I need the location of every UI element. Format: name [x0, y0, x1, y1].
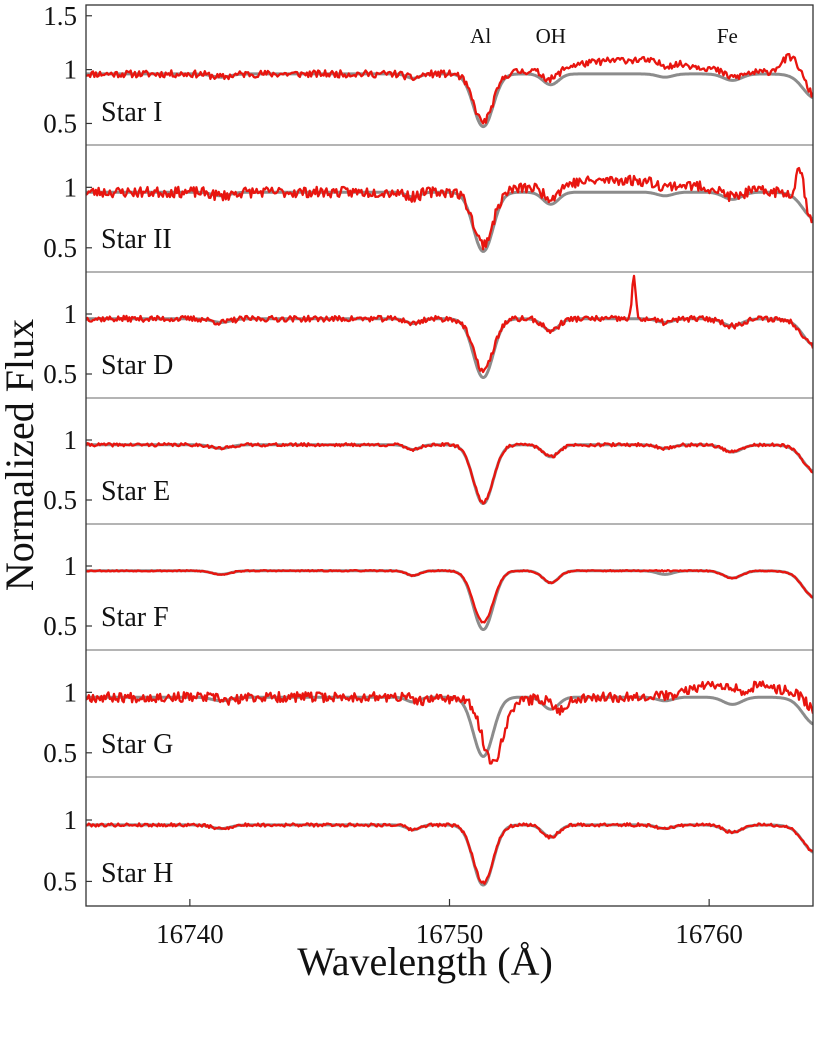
model-spectrum-star-i [86, 72, 813, 129]
plot-frame [85, 4, 814, 907]
plot-area: 1.5 1 0.5 Star I 1 0.5 Star II 1 0.5 Star D 1 0.5 St… [43, 1, 814, 949]
y-tick-label: 1 [64, 805, 78, 835]
observed-spectrum-star-e [86, 442, 813, 505]
observed-spectrum-star-d [86, 274, 813, 374]
x-axis-title: Wavelength (Å) [297, 939, 553, 984]
model-spectrum-star-g [86, 695, 813, 758]
panel-star-d: 1 0.5 Star D [43, 271, 813, 389]
star-label-star-d: Star D [101, 350, 173, 381]
star-label-star-h: Star H [101, 858, 173, 889]
al-line-label: Al [470, 24, 491, 48]
model-spectrum-star-f [86, 569, 813, 631]
y-tick-label: 0.5 [43, 866, 77, 896]
panel-star-h: 1 0.5 Star H [43, 776, 813, 896]
panel-star-i: 1.5 1 0.5 Star I [43, 1, 813, 138]
y-tick-label: 1 [64, 677, 78, 707]
model-spectrum-star-d [86, 317, 813, 379]
panel-star-e: 1 0.5 Star E [43, 397, 813, 515]
panel-star-f: 1 0.5 Star F [43, 523, 813, 641]
y-tick-label: 0.5 [43, 359, 77, 389]
y-tick-label: 1 [64, 551, 78, 581]
y-tick-label: 1 [64, 299, 78, 329]
y-tick-label: 0.5 [43, 485, 77, 515]
model-spectrum-star-h [86, 823, 813, 887]
observed-spectrum-star-f [86, 568, 813, 624]
panel-star-ii: 1 0.5 Star II [43, 144, 813, 263]
y-tick-label: 1 [64, 172, 78, 202]
x-tick-label: 16760 [675, 919, 743, 949]
star-label-star-i: Star I [101, 97, 162, 128]
oh-line-label: OH [536, 24, 566, 48]
observed-spectrum-star-h [86, 822, 813, 885]
y-tick-label: 0.5 [43, 108, 77, 138]
star-label-star-g: Star G [101, 729, 173, 760]
y-tick-label: 0.5 [43, 611, 77, 641]
panel-star-g: 1 0.5 Star G [43, 649, 813, 768]
y-tick-label: 0.5 [43, 233, 77, 263]
star-label-star-e: Star E [101, 476, 170, 507]
model-spectrum-star-e [86, 443, 813, 505]
y-tick-label: 0.5 [43, 738, 77, 768]
y-axis-title: Normalized Flux [0, 319, 42, 591]
observed-spectrum-star-i [86, 52, 813, 125]
star-label-star-ii: Star II [101, 224, 172, 255]
x-tick-label: 16750 [416, 919, 484, 949]
y-tick-label: 1 [64, 425, 78, 455]
star-label-star-f: Star F [101, 602, 169, 633]
observed-spectrum-star-g [86, 680, 813, 765]
y-tick-label: 1.5 [43, 1, 77, 31]
y-tick-label: 1 [64, 55, 78, 85]
fe-line-label: Fe [717, 24, 738, 48]
observed-spectrum-star-ii [86, 166, 813, 251]
model-spectrum-star-ii [86, 190, 813, 253]
x-tick-label: 16740 [156, 919, 224, 949]
